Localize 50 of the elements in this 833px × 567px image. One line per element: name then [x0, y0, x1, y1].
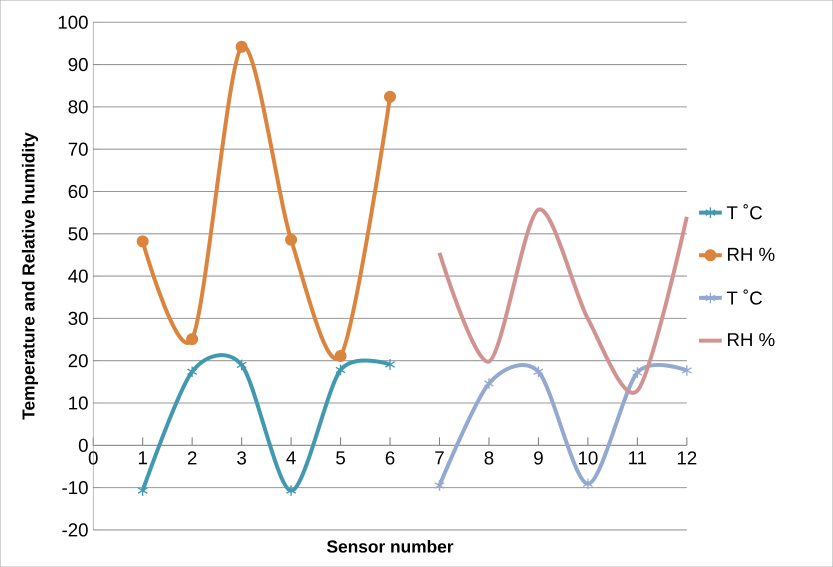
y-tick-label: 60 [68, 184, 88, 198]
point [286, 484, 296, 497]
y-tick-label: 70 [68, 142, 88, 156]
x-tick-label: 10 [578, 451, 598, 464]
y-tick-label: 30 [68, 312, 88, 325]
y-axis-title: Temperature and Relative humidity [22, 132, 38, 420]
point [384, 358, 396, 370]
x-tick-label: 6 [386, 451, 394, 464]
x-tick-label: 12 [678, 451, 696, 464]
x-tick-label: 5 [336, 451, 345, 464]
point [334, 350, 347, 362]
point [136, 235, 149, 248]
x-tick-label: 11 [629, 451, 646, 464]
x-tick-label: 9 [534, 451, 543, 464]
point [582, 478, 594, 490]
point [682, 364, 692, 376]
legend-label: T ˚C [726, 289, 762, 305]
y-tick-label: 80 [68, 100, 88, 114]
x-tick-label: 0 [88, 451, 98, 464]
point [632, 366, 643, 378]
y-tick-label: 20 [68, 354, 88, 368]
y-tick-label: -20 [62, 523, 88, 536]
y-tick-label: 40 [68, 269, 88, 283]
point [137, 484, 148, 497]
point [335, 364, 346, 376]
y-tick-label: 100 [58, 16, 88, 29]
x-tick-label: 8 [484, 451, 494, 464]
point [533, 366, 544, 378]
point [236, 358, 247, 371]
x-tick-label: 3 [237, 451, 246, 464]
y-tick-label: 10 [69, 396, 88, 410]
x-tick-label: 7 [435, 451, 444, 464]
point [236, 40, 248, 53]
legend-label: RH % [728, 248, 774, 261]
point [484, 377, 494, 390]
x-tick-label: 1 [138, 451, 147, 464]
point [285, 234, 298, 246]
point [186, 366, 198, 378]
y-tick-label: 0 [78, 438, 88, 452]
y-tick-label: 90 [68, 58, 88, 72]
legend-label: T ˚C [726, 204, 762, 220]
point [384, 90, 396, 103]
x-axis-title: Sensor number [326, 540, 454, 553]
x-tick-label: 2 [188, 451, 196, 464]
y-tick-label: 50 [68, 227, 88, 240]
point [186, 333, 198, 346]
legend-label: RH % [728, 333, 774, 346]
x-tick-label: 4 [286, 451, 296, 464]
y-tick-label: -10 [62, 480, 88, 494]
point [434, 479, 445, 492]
